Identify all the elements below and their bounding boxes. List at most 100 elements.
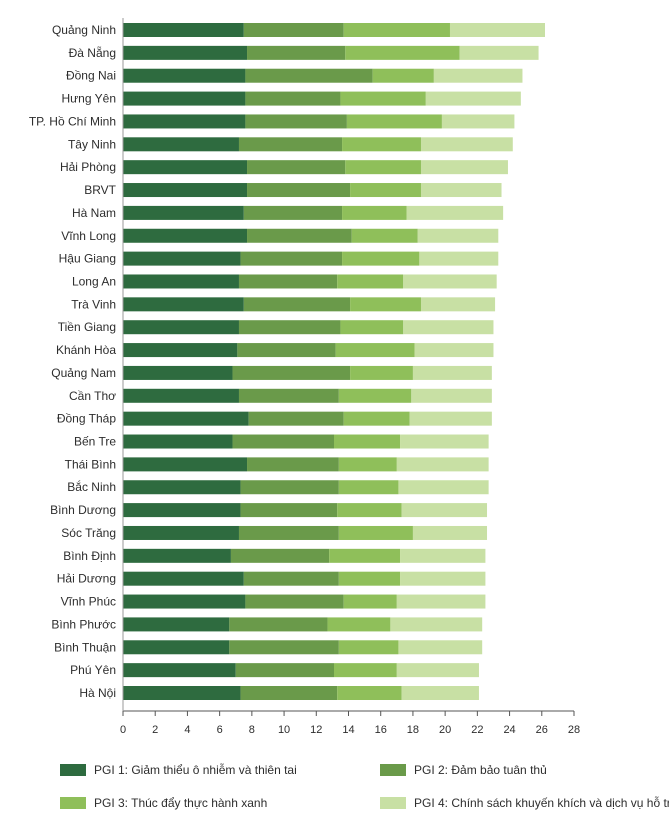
bar-segment-pgi4	[403, 320, 494, 335]
x-tick-label: 6	[217, 724, 223, 736]
x-tick-label: 4	[184, 724, 190, 736]
bar-segment-pgi3	[345, 160, 421, 175]
category-label: Bình Phước	[51, 617, 116, 631]
bar-segment-pgi1	[123, 205, 244, 220]
bar-segment-pgi1	[123, 411, 249, 426]
x-tick-label: 18	[407, 724, 419, 736]
bar-segment-pgi3	[342, 137, 421, 152]
bar-segment-pgi3	[338, 640, 399, 655]
bar-segment-pgi2	[240, 503, 338, 518]
category-label: Long An	[72, 274, 116, 288]
bar-segment-pgi1	[123, 480, 241, 495]
legend-label-pgi4: PGI 4: Chính sách khuyến khích và dịch v…	[414, 795, 669, 810]
bar-segment-pgi2	[247, 228, 352, 243]
bar-segment-pgi2	[243, 23, 344, 37]
bar-segment-pgi1	[123, 434, 233, 449]
category-label: Đà Nẵng	[69, 45, 116, 60]
category-label: Đồng Nai	[66, 69, 116, 83]
bar-segment-pgi2	[243, 297, 351, 312]
bar-segment-pgi3	[338, 480, 399, 495]
bar-segment-pgi2	[240, 480, 339, 495]
bar-segment-pgi1	[123, 617, 230, 632]
bar-segment-pgi2	[238, 388, 339, 403]
bar-segment-pgi2	[247, 183, 351, 198]
x-tick-label: 22	[471, 724, 483, 736]
bar-segment-pgi2	[238, 137, 343, 152]
bar-segment-pgi1	[123, 640, 230, 655]
bar-segment-pgi2	[238, 274, 338, 289]
bar-segment-pgi4	[449, 23, 545, 37]
bar-segment-pgi3	[334, 663, 397, 678]
x-tick-label: 24	[503, 724, 515, 736]
x-tick-label: 12	[310, 724, 322, 736]
legend: PGI 1: Giảm thiểu ô nhiễm và thiên tai PG…	[60, 762, 669, 810]
bar-segment-pgi1	[123, 297, 244, 312]
bar-segment-pgi4	[406, 205, 504, 220]
legend-label-pgi1: PGI 1: Giảm thiểu ô nhiễm và thiên tai	[94, 762, 297, 777]
bar-segment-pgi2	[240, 686, 338, 700]
bar-segment-pgi4	[401, 686, 479, 700]
category-label: Bến Tre	[74, 435, 116, 449]
x-tick-label: 10	[278, 724, 290, 736]
bar-segment-pgi1	[123, 45, 248, 60]
bar-segment-pgi1	[123, 160, 248, 175]
bar-segment-pgi3	[343, 23, 450, 37]
bar-segment-pgi4	[419, 251, 499, 266]
bar-segment-pgi3	[338, 388, 412, 403]
bar-segment-pgi4	[400, 434, 489, 449]
bar-segment-pgi4	[396, 457, 489, 472]
category-label: Hậu Giang	[59, 252, 116, 266]
category-label: Bình Thuận	[54, 640, 116, 654]
category-label: Đồng Tháp	[57, 412, 116, 426]
bar-segment-pgi3	[340, 91, 426, 106]
bar-segment-pgi4	[403, 274, 497, 289]
category-label: Vĩnh Phúc	[61, 595, 116, 609]
bar-segment-pgi3	[337, 274, 404, 289]
bar-segment-pgi4	[420, 137, 513, 152]
bar-segment-pgi2	[245, 594, 344, 609]
bar-segment-pgi4	[390, 617, 483, 632]
bar-segment-pgi4	[425, 91, 521, 106]
bars-layer	[123, 23, 545, 700]
bar-segment-pgi2	[243, 571, 339, 586]
bar-segment-pgi4	[411, 388, 492, 403]
bar-segment-pgi2	[229, 640, 339, 655]
bar-segment-pgi3	[338, 571, 401, 586]
bar-segment-pgi1	[123, 137, 239, 152]
category-label: Hà Nam	[72, 206, 116, 220]
bar-segment-pgi3	[337, 686, 402, 700]
category-label: Hải Dương	[57, 572, 116, 586]
bar-segment-pgi3	[372, 68, 434, 83]
bar-segment-pgi1	[123, 183, 248, 198]
bar-segment-pgi1	[123, 91, 246, 106]
bar-segment-pgi1	[123, 365, 233, 380]
legend-label-pgi3: PGI 3: Thúc đẩy thực hành xanh	[94, 796, 267, 810]
bar-segment-pgi3	[346, 114, 442, 129]
bar-segment-pgi2	[238, 525, 339, 540]
bar-segment-pgi4	[400, 571, 486, 586]
bar-segment-pgi1	[123, 388, 239, 403]
bar-segment-pgi1	[123, 548, 231, 563]
legend-swatch-pgi4	[380, 797, 406, 809]
bar-segment-pgi2	[245, 91, 341, 106]
bar-segment-pgi2	[248, 411, 344, 426]
bar-segment-pgi2	[229, 617, 328, 632]
bar-segment-pgi3	[340, 320, 404, 335]
bar-segment-pgi3	[351, 228, 418, 243]
bar-segment-pgi4	[420, 183, 502, 198]
bar-segment-pgi1	[123, 274, 239, 289]
category-label: Thái Bình	[65, 457, 116, 471]
bar-segment-pgi2	[237, 343, 336, 358]
bar-segment-pgi2	[247, 45, 346, 60]
bar-segment-pgi4	[420, 297, 496, 312]
bar-segment-pgi2	[232, 434, 335, 449]
bar-segment-pgi2	[240, 251, 343, 266]
bar-segment-pgi4	[417, 228, 499, 243]
category-label: Trà Vinh	[71, 297, 116, 311]
category-label: Khánh Hòa	[56, 343, 116, 357]
category-label: Hà Nội	[79, 686, 116, 700]
bar-segment-pgi1	[123, 251, 241, 266]
bar-segment-pgi1	[123, 68, 246, 83]
bar-segment-pgi3	[329, 548, 401, 563]
category-label: Bình Dương	[50, 503, 116, 517]
